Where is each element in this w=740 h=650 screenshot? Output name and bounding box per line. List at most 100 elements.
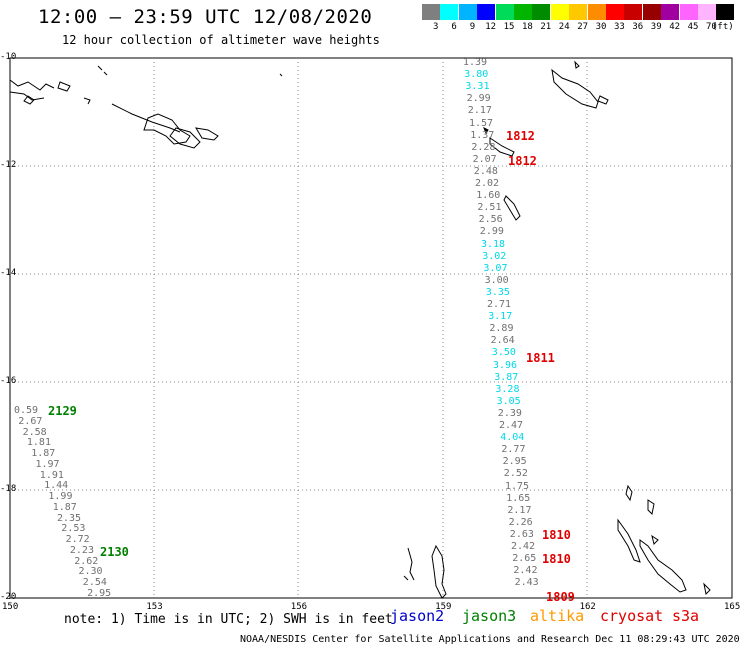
map-frame [9,57,733,599]
wave-height-value: 2.65 [512,553,537,565]
wave-height-value: 2.89 [489,323,514,335]
colorbar-tick-label: 45 [687,22,699,32]
wave-height-value: 3.87 [494,371,519,383]
wave-height-value: 3.31 [465,81,490,93]
colorbar-tick-label: 9 [469,22,476,32]
colorbar-tick-label: 39 [650,22,662,32]
colorbar-swatch [642,4,661,20]
coastline-vanuatu [403,484,711,599]
wave-height-value: 2.02 [475,178,500,189]
colorbar-tick-label: 24 [558,22,570,32]
pass-time-label: 1811 [526,351,555,365]
wave-height-value: 3.07 [483,262,508,274]
latitude-label: -20 [0,592,17,602]
colorbar-tick-label: 33 [614,22,625,32]
wave-height-value: 1.44 [44,480,69,492]
wave-height-value: 2.26 [508,516,533,528]
wave-height-value: 4.04 [500,432,525,444]
satellite-legend-item: cryosat [600,607,664,625]
wave-height-value: 3.28 [495,383,520,395]
colorbar-tick-label: 70 [706,22,717,32]
wave-height-value: 2.71 [487,299,512,310]
satellite-legend-item: altika [530,607,585,625]
colorbar-tick-label: 42 [669,22,681,32]
colorbar-tick-label: 21 [540,22,552,32]
wave-height-value: 2.53 [61,523,86,535]
wave-height-value: 2.67 [18,415,43,427]
wave-height-value: 1.97 [35,458,60,470]
wave-height-value: 1.37 [470,129,495,141]
longitude-label: 156 [290,602,308,612]
colorbar-swatch [606,4,624,20]
wave-height-value: 2.07 [472,153,497,165]
colorbar-swatch [550,4,569,20]
wave-height-value: 2.28 [471,141,496,153]
colorbar-swatch [587,4,606,20]
longitude-label: 150 [2,602,19,612]
credit-line: NOAA/NESDIS Center for Satellite Applica… [240,634,740,645]
wave-height-value: 3.80 [464,69,489,81]
colorbar-unit: (ft) [712,22,734,32]
wave-height-value: 1.87 [52,501,77,513]
wave-height-value: 1.87 [31,448,56,459]
wave-height-value: 1.75 [505,480,530,492]
colorbar-swatch [495,4,514,20]
wave-height-value: 2.39 [497,407,522,419]
latitude-label: -10 [0,52,17,62]
wave-height-value: 2.35 [57,512,82,524]
latitude-label: -18 [0,484,17,494]
wave-height-value: 3.17 [488,311,513,323]
latitude-label: -14 [0,268,17,278]
wave-height-value: 1.65 [506,492,531,504]
colorbar-swatch [624,4,643,20]
satellite-legend-item: s3a [672,607,700,625]
pass-time-label: 2129 [48,404,77,418]
wave-height-value: 1.81 [26,437,51,449]
colorbar-tick-label: 36 [632,22,644,32]
wave-height-value: 0.59 [14,405,39,416]
wave-height-value: 2.63 [509,528,534,540]
wave-height-value: 2.95 [502,456,527,468]
colorbar-swatch [679,4,698,20]
colorbar-tick-label: 15 [503,22,515,32]
wave-height-value: 2.72 [65,534,90,545]
wave-height-value: 2.17 [467,105,492,117]
pass-time-label: 1812 [506,129,535,143]
pass-time-label: 2130 [100,545,129,559]
pass-time-label: 1810 [542,528,571,542]
wave-height-value: 3.35 [485,286,510,298]
wave-height-value: 3.02 [482,250,507,262]
colorbar-swatch [698,4,716,20]
graticule [10,58,732,598]
pass-time-label: 1812 [508,154,537,168]
colorbar-tick-label: 18 [522,22,533,32]
wave-height-value: 3.18 [481,238,506,250]
longitude-label: 162 [579,602,596,612]
wave-height-value: 2.23 [69,544,94,556]
wave-height-value: 2.77 [501,444,526,456]
coastline-solomon [483,60,609,221]
colorbar-tick-label: 6 [451,22,457,32]
wave-height-value: 2.30 [78,566,103,578]
wave-height-value: 3.96 [493,359,518,371]
wave-height-value: 2.52 [503,468,528,480]
wave-height-value: 2.47 [499,420,524,431]
pass-time-label: 1809 [546,590,575,604]
colorbar-swatch [514,4,532,20]
wave-height-value: 2.62 [74,555,99,567]
colorbar-swatch [569,4,588,20]
wave-height-value: 1.99 [48,491,73,502]
wave-height-value: 2.56 [478,214,503,226]
colorbar-swatch [440,4,459,20]
wave-height-value: 1.91 [39,469,64,481]
wave-height-value: 2.99 [479,226,504,238]
wave-height-value: 2.54 [82,577,107,588]
longitude-label: 159 [435,602,452,612]
longitude-label: 153 [146,602,163,612]
colorbar-swatch [422,4,440,20]
wave-height-value: 2.64 [490,335,515,347]
map-title: 12:00 – 23:59 UTC 12/08/2020 [38,6,373,28]
satellite-legend-item: jason2 [390,607,445,625]
colorbar-swatch [477,4,496,20]
